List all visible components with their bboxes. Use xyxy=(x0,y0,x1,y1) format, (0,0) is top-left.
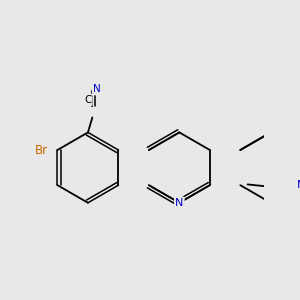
Text: N: N xyxy=(297,180,300,190)
Text: N: N xyxy=(93,84,100,94)
Text: C: C xyxy=(84,95,92,105)
Text: Br: Br xyxy=(35,143,48,157)
Text: N: N xyxy=(175,198,184,208)
